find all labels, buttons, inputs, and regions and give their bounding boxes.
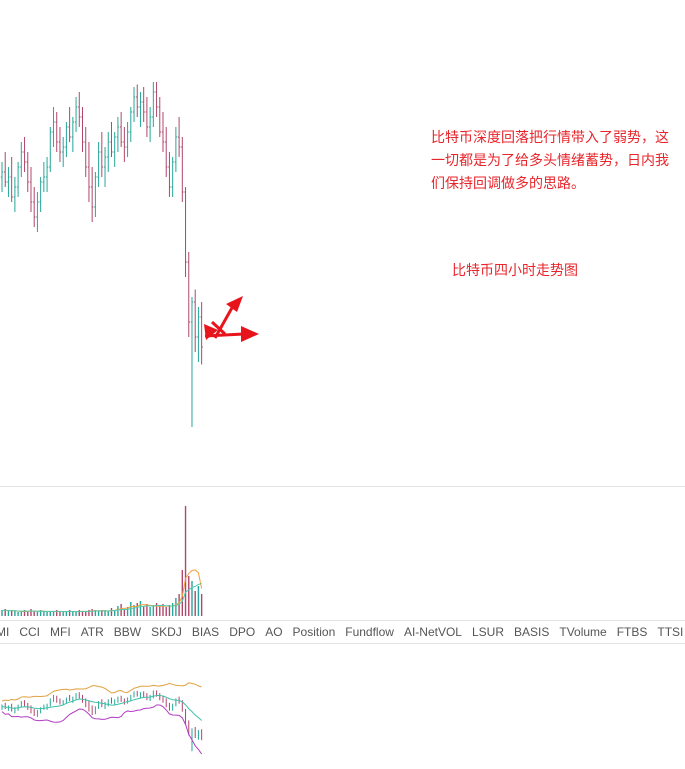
indicator-tab-basis[interactable]: BASIS	[514, 625, 550, 639]
arrow-up-right-icon	[213, 296, 243, 339]
indicator-tab-dpo[interactable]: DPO	[229, 625, 256, 639]
pane-divider	[0, 620, 685, 621]
chart-title: 比特币四小时走势图	[452, 263, 578, 279]
arrow-down-left-icon	[204, 320, 227, 340]
indicator-tab-cci[interactable]: CCI	[19, 625, 41, 639]
indicator-tab-position[interactable]: Position	[292, 625, 336, 639]
indicator-tab-mfi[interactable]: MFI	[50, 625, 71, 639]
annotation-text: 比特币深度回落把行情带入了弱势，这一切都是为了给多头情绪蓄势，日内我们保持回调做…	[431, 130, 669, 192]
indicator-tab-ttsi[interactable]: TTSI	[657, 625, 684, 639]
volume-ma-slow-line	[1, 583, 202, 613]
band-lower-line	[1, 704, 203, 755]
indicator-tab-ftbs[interactable]: FTBS	[616, 625, 648, 639]
pane-divider	[0, 643, 685, 644]
arrow-right-icon	[204, 326, 259, 342]
indicator-tab-lsur[interactable]: LSUR	[471, 625, 504, 639]
band-upper-line	[1, 682, 202, 702]
indicator-tab-ai-netvol[interactable]: AI-NetVOL	[403, 625, 462, 639]
band-middle-line	[1, 694, 202, 721]
indicator-tab-bias[interactable]: BIAS	[191, 625, 220, 639]
indicator-tab-skdj[interactable]: SKDJ	[151, 625, 182, 639]
bollinger-pane	[1, 682, 203, 755]
price-pane	[0, 82, 203, 427]
pane-divider	[0, 486, 685, 487]
indicator-tab-ao[interactable]: AO	[265, 625, 283, 639]
indicator-tab-tvolume[interactable]: TVolume	[559, 625, 607, 639]
volume-pane	[1, 506, 203, 616]
indicator-tab-bar: MI CCI MFI ATR BBW SKDJ BIAS DPO AO Position Fundf…	[0, 621, 685, 643]
indicator-tab-bbw[interactable]: BBW	[113, 625, 142, 639]
indicator-tab-fundflow[interactable]: Fundflow	[345, 625, 394, 639]
indicator-tab-mi[interactable]: MI	[0, 625, 10, 639]
indicator-tab-atr[interactable]: ATR	[80, 625, 104, 639]
arrow-group	[204, 296, 259, 342]
volume-ma-fast-line	[1, 569, 203, 613]
